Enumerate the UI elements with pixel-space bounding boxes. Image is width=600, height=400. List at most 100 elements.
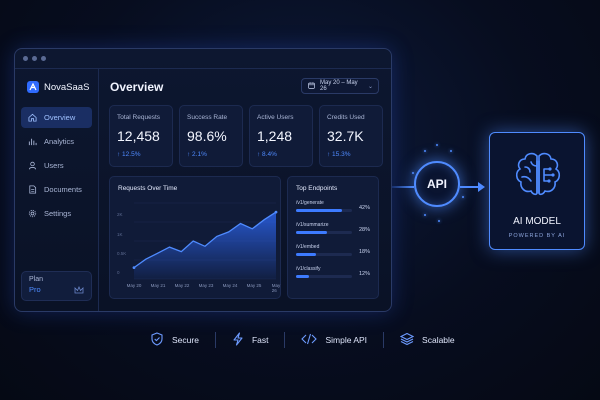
top-endpoints-panel: Top Endpoints /v1/generate 42% /v1/summa… — [287, 176, 379, 299]
arrow-right-icon — [478, 182, 485, 192]
x-tick-label: May 22 — [174, 283, 190, 288]
feature-fast: Fast — [232, 332, 269, 348]
divider — [383, 332, 385, 348]
window-control-dot[interactable] — [32, 56, 37, 61]
chevron-down-icon: ⌄ — [367, 83, 373, 90]
lightning-icon — [232, 332, 244, 348]
sidebar-item-users[interactable]: Users — [21, 155, 92, 176]
feature-label: Secure — [172, 335, 199, 345]
endpoint-bar-track — [296, 231, 352, 234]
endpoint-row[interactable]: /v1/classify 12% — [296, 266, 370, 284]
brain-icon — [512, 149, 564, 206]
spark-dot — [424, 214, 426, 216]
endpoint-bar-track — [296, 209, 352, 212]
app-window: NovaSaaS Overview Analytics Users Docume… — [14, 48, 392, 312]
spark-dot — [462, 196, 464, 198]
api-label: API — [426, 177, 447, 191]
endpoint-row[interactable]: /v1/summarize 28% — [296, 222, 370, 240]
spark-dot — [450, 150, 452, 152]
endpoint-name: /v1/generate — [296, 200, 324, 206]
plan-label: Plan — [29, 276, 44, 283]
user-icon — [28, 161, 37, 170]
feature-label: Fast — [251, 335, 269, 345]
spark-dot — [424, 150, 426, 152]
layers-icon — [399, 332, 415, 348]
analytics-icon — [28, 137, 37, 146]
endpoint-percent: 42% — [358, 205, 370, 211]
divider — [214, 332, 216, 348]
api-node: API — [414, 161, 460, 207]
sidebar-item-label: Users — [44, 161, 64, 170]
code-icon — [301, 333, 318, 347]
x-tick-label: May 21 — [150, 283, 166, 288]
plan-value: Pro — [29, 285, 41, 294]
endpoint-percent: 18% — [358, 249, 370, 255]
endpoint-row[interactable]: /v1/embed 18% — [296, 244, 370, 262]
endpoint-bar-fill — [296, 275, 310, 278]
calendar-icon — [308, 81, 315, 91]
features-row: Secure Fast Simple API Scalable — [150, 332, 455, 348]
date-range-picker[interactable]: May 20 – May 26 ⌄ — [301, 78, 379, 94]
endpoint-bar-fill — [296, 231, 327, 234]
feature-label: Scalable — [422, 335, 455, 345]
endpoint-percent: 28% — [358, 227, 370, 233]
sidebar-item-label: Documents — [44, 185, 82, 194]
window-control-dot[interactable] — [41, 56, 46, 61]
brand[interactable]: NovaSaaS — [27, 81, 92, 93]
endpoint-percent: 12% — [358, 271, 370, 277]
connector-line — [460, 186, 480, 188]
shield-check-icon — [150, 332, 164, 348]
sidebar-item-documents[interactable]: Documents — [21, 179, 92, 200]
requests-chart-panel: Requests Over Time 2K 1K 0.5K 0 May 20 M… — [109, 176, 281, 299]
endpoints-title: Top Endpoints — [296, 185, 338, 192]
chart-point — [132, 266, 136, 269]
window-control-dot[interactable] — [23, 56, 28, 61]
x-tick-label: May 23 — [198, 283, 214, 288]
spark-dot — [438, 220, 440, 222]
feature-label: Simple API — [325, 335, 368, 345]
spark-dot — [412, 172, 414, 174]
crown-icon — [74, 281, 84, 299]
feature-secure: Secure — [150, 332, 199, 348]
stat-label: Active Users — [257, 114, 294, 121]
home-icon — [28, 113, 37, 122]
connector-line — [392, 186, 414, 188]
y-tick-label: 2K — [117, 212, 123, 217]
plan-card[interactable]: Plan Pro — [21, 271, 92, 301]
endpoint-name: /v1/embed — [296, 244, 320, 250]
sidebar-item-label: Overview — [44, 113, 76, 122]
sidebar-item-overview[interactable]: Overview — [21, 107, 92, 128]
x-tick-label: May 25 — [246, 283, 262, 288]
divider — [284, 332, 286, 348]
x-tick-label: May 20 — [126, 283, 142, 288]
endpoint-name: /v1/summarize — [296, 222, 329, 228]
stat-card-active-users: Active Users 1,248 ↑ 8.4% — [249, 105, 313, 167]
endpoint-bar-track — [296, 275, 352, 278]
brand-name: NovaSaaS — [44, 81, 90, 93]
endpoint-bar-fill — [296, 209, 342, 212]
ai-model-subtitle: POWERED BY AI — [508, 233, 566, 239]
stat-card-total-requests: Total Requests 12,458 ↑ 12.5% — [109, 105, 173, 167]
y-tick-label: 0 — [117, 270, 120, 275]
spark-dot — [436, 144, 438, 146]
page-title: Overview — [110, 80, 164, 94]
date-range-label: May 20 – May 26 — [320, 80, 358, 92]
sidebar-item-settings[interactable]: Settings — [21, 203, 92, 224]
x-tick-label: May 26 — [271, 283, 281, 293]
sidebar-item-analytics[interactable]: Analytics — [21, 131, 92, 152]
stat-label: Credits Used — [327, 114, 365, 121]
endpoint-row[interactable]: /v1/generate 42% — [296, 200, 370, 218]
window-titlebar — [15, 49, 391, 69]
stat-card-credits-used: Credits Used 32.7K ↑ 15.3% — [319, 105, 383, 167]
stat-value: 12,458 — [117, 128, 160, 144]
stat-delta: ↑ 12.5% — [117, 151, 141, 158]
sidebar: NovaSaaS Overview Analytics Users Docume… — [15, 69, 99, 311]
endpoint-name: /v1/classify — [296, 266, 321, 272]
stat-value: 32.7K — [327, 128, 364, 144]
endpoint-bar-track — [296, 253, 352, 256]
document-icon — [28, 185, 37, 194]
stat-value: 1,248 — [257, 128, 293, 144]
ai-model-card: AI MODEL POWERED BY AI — [489, 132, 585, 250]
y-tick-label: 0.5K — [117, 251, 127, 256]
sidebar-item-label: Analytics — [44, 137, 75, 146]
